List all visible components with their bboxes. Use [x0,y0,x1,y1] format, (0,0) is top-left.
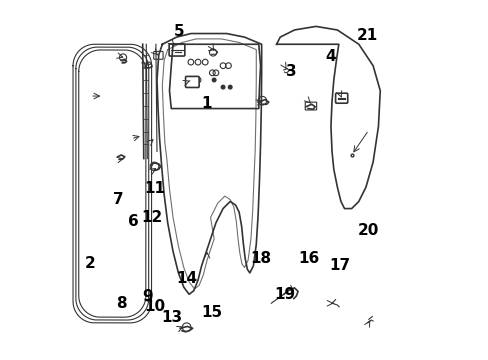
Text: 16: 16 [298,251,319,266]
Text: 7: 7 [113,192,124,207]
Text: 9: 9 [142,289,152,303]
Text: 6: 6 [127,213,138,229]
Text: 1: 1 [202,96,212,111]
Text: 18: 18 [249,251,270,266]
Text: 10: 10 [144,299,165,314]
FancyBboxPatch shape [185,76,199,87]
Text: 5: 5 [174,24,184,39]
Text: 13: 13 [162,310,183,325]
Text: 15: 15 [201,305,222,320]
Text: 8: 8 [116,296,126,311]
FancyBboxPatch shape [335,93,347,103]
FancyBboxPatch shape [305,102,316,110]
Text: 11: 11 [143,181,164,197]
Text: 20: 20 [357,222,379,238]
Circle shape [228,85,231,89]
Circle shape [221,85,224,89]
FancyBboxPatch shape [169,44,184,56]
Text: 4: 4 [325,49,336,64]
Text: 17: 17 [329,258,350,273]
FancyBboxPatch shape [153,51,163,59]
Text: 14: 14 [176,271,197,286]
Text: 21: 21 [356,28,378,43]
Text: 12: 12 [141,210,162,225]
Text: 2: 2 [84,256,95,271]
Circle shape [212,78,216,82]
Text: 19: 19 [273,287,294,302]
Text: 3: 3 [285,64,296,78]
